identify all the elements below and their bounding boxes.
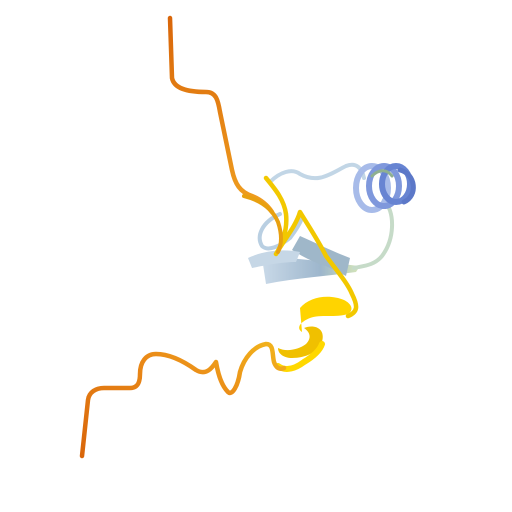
helix-lower-front	[299, 296, 352, 332]
loop-left	[257, 212, 304, 251]
c-terminal-tail	[79, 341, 287, 459]
yellow-strand-core	[263, 175, 359, 319]
loop-right	[352, 198, 395, 270]
orange-yellow-junction	[242, 194, 283, 254]
n-terminal-tail	[167, 15, 275, 215]
loop-upper	[268, 162, 366, 184]
beta-sheet-upper	[248, 250, 300, 268]
helix-lower-back	[278, 326, 323, 358]
alpha-helix	[353, 163, 416, 213]
